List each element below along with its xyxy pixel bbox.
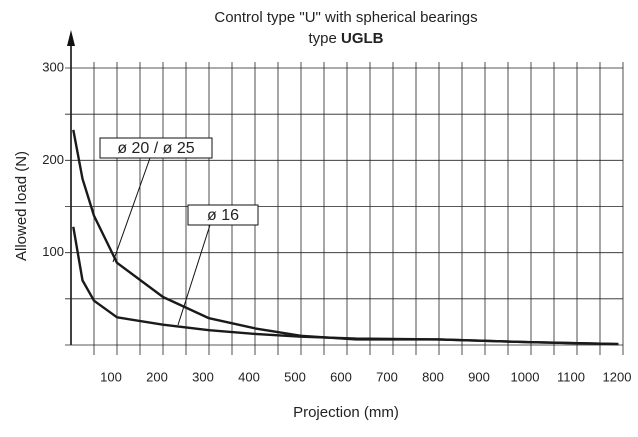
subtitle-text: type — [308, 30, 336, 47]
x-tick-label: 1200 — [603, 369, 632, 384]
series-line — [72, 129, 619, 346]
x-tick-label: 300 — [192, 369, 214, 384]
x-tick-label: 900 — [468, 369, 490, 384]
legend-label: ø 20 / ø 25 — [117, 140, 194, 157]
x-tick-label: 1000 — [511, 369, 540, 384]
y-axis-arrow — [67, 30, 75, 46]
x-tick-label: 400 — [238, 369, 260, 384]
x-tick-label: 500 — [284, 369, 306, 384]
label-box — [187, 204, 259, 226]
legend-label: ø 16 — [207, 207, 239, 224]
y-tick-label: 200 — [42, 152, 64, 167]
y-tick-label: 100 — [42, 244, 64, 259]
leader-line — [112, 157, 151, 263]
x-axis-label: Projection (mm) — [293, 404, 399, 421]
x-tick-label: 1100 — [557, 369, 585, 384]
y-axis-label: Allowed load (N) — [13, 151, 30, 261]
chart-subtitle: type UGLB — [308, 30, 383, 47]
y-tick-label: 300 — [42, 59, 64, 74]
x-tick-label: 200 — [146, 369, 168, 384]
series-line — [72, 226, 619, 346]
label-box — [99, 137, 213, 159]
x-tick-label: 600 — [330, 369, 352, 384]
chart-title: Control type "U" with spherical bearings — [214, 9, 477, 26]
x-tick-label: 800 — [422, 369, 444, 384]
x-tick-label: 700 — [376, 369, 398, 384]
x-tick-label: 100 — [100, 369, 122, 384]
leader-line — [177, 224, 211, 326]
subtitle-bold: UGLB — [341, 30, 384, 47]
